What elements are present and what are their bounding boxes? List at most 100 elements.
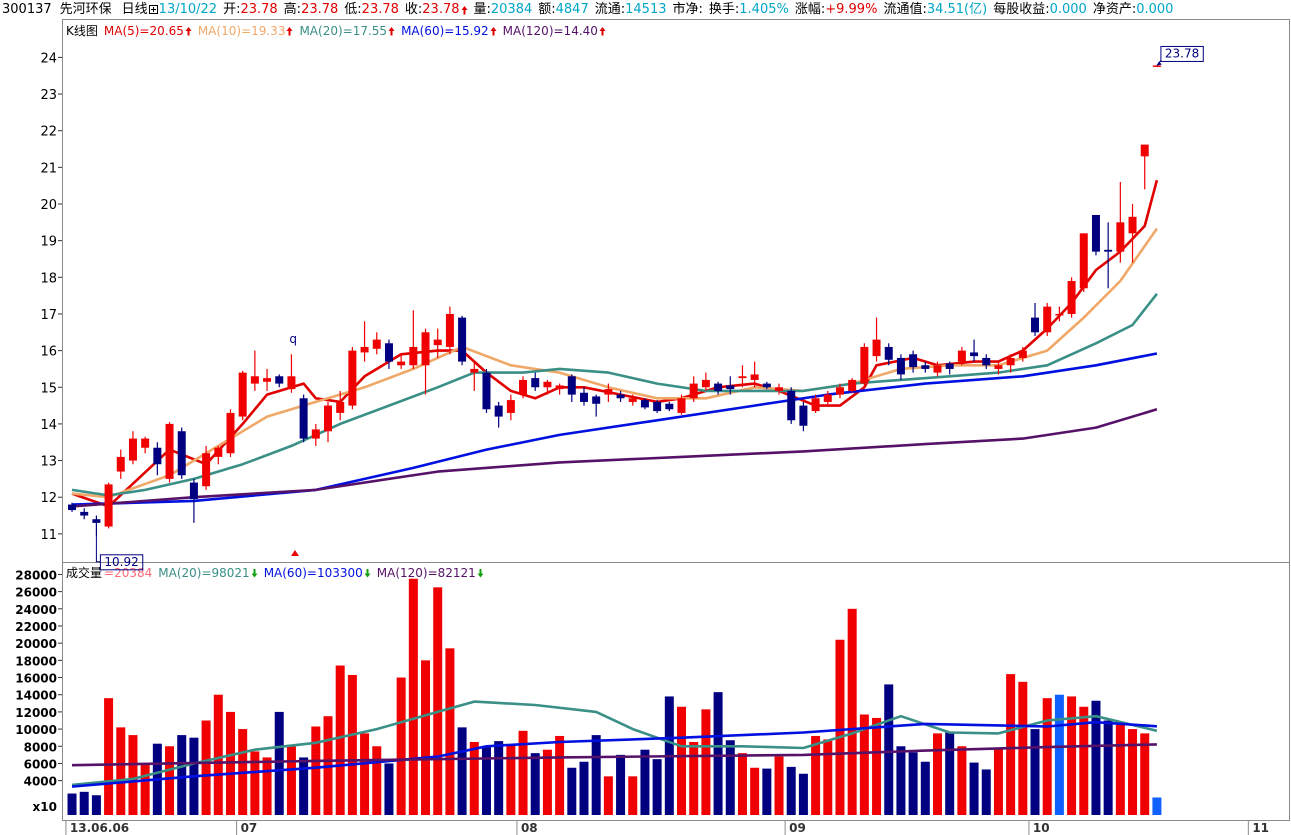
volume-bar bbox=[579, 761, 589, 815]
field-label: 市净: bbox=[672, 2, 703, 17]
y-tick-label: 10000 bbox=[15, 723, 57, 737]
period: 日线 bbox=[121, 2, 148, 17]
candle-body bbox=[1140, 144, 1149, 157]
volume-bar bbox=[262, 757, 272, 815]
volume-bar bbox=[165, 746, 175, 815]
candle-body bbox=[384, 343, 393, 362]
volume-bar bbox=[603, 776, 613, 815]
header-field: 涨幅: +9.99% bbox=[795, 1, 878, 19]
candle-body bbox=[835, 387, 844, 395]
volume-bar bbox=[835, 639, 845, 815]
field-value: 4847 bbox=[555, 2, 589, 17]
y-tick-label: 8000 bbox=[24, 740, 57, 754]
volume-bar bbox=[238, 729, 248, 815]
y-tick-label: 22 bbox=[40, 125, 57, 140]
volume-bar bbox=[445, 648, 455, 815]
volume-bar bbox=[945, 732, 955, 815]
ma-line bbox=[71, 408, 1158, 508]
volume-bar bbox=[664, 696, 674, 815]
volume-bar bbox=[981, 769, 991, 815]
candle-body bbox=[1006, 357, 1015, 366]
volume-bar bbox=[518, 730, 528, 815]
candle-body bbox=[640, 400, 649, 408]
volume-bar bbox=[201, 720, 211, 815]
volume-bar bbox=[811, 735, 821, 815]
legend-entry: MA(60)=103300 bbox=[264, 565, 371, 581]
volume-bar bbox=[128, 735, 138, 815]
candle-body bbox=[579, 392, 588, 402]
y-tick-label: 26000 bbox=[15, 586, 57, 600]
legend-label: MA(20)=98021 bbox=[158, 566, 250, 580]
candle-body bbox=[311, 429, 320, 439]
volume-bar bbox=[506, 744, 516, 815]
volume-bar bbox=[786, 766, 796, 815]
field-label: 净资产: bbox=[1092, 2, 1137, 17]
candle-body bbox=[445, 313, 454, 347]
volume-bar bbox=[969, 762, 979, 815]
legend-entry: MA(5)=20.65 bbox=[104, 23, 192, 39]
header-field: 低: 23.78 bbox=[344, 1, 399, 19]
volume-bar bbox=[372, 746, 382, 815]
volume-bar bbox=[1152, 797, 1162, 815]
candle-body bbox=[128, 438, 137, 461]
volume-bar bbox=[177, 735, 187, 815]
annotation: 23.78 bbox=[1156, 45, 1204, 66]
y-tick-label: 28000 bbox=[15, 568, 57, 582]
field-label: 额: bbox=[538, 2, 556, 17]
candle-body bbox=[543, 381, 552, 388]
field-value: 0.000 bbox=[1136, 2, 1174, 17]
volume-bar bbox=[104, 698, 114, 815]
x-tick-label: 13.06.06 bbox=[70, 821, 129, 835]
header-field: 收: 23.78 bbox=[405, 1, 468, 19]
volume-bar bbox=[628, 776, 638, 815]
volume-bar bbox=[457, 727, 467, 815]
volume-bar bbox=[1054, 694, 1064, 815]
volume-bar bbox=[250, 751, 260, 815]
period-icon bbox=[148, 5, 158, 14]
frame bbox=[62, 19, 1290, 821]
candle-body bbox=[848, 379, 857, 391]
stock-code: 300137 bbox=[2, 2, 52, 17]
volume-bar bbox=[762, 768, 772, 815]
volume-bar bbox=[481, 746, 491, 815]
candle-body bbox=[787, 390, 796, 421]
volume-legend: 成交量 =20384 MA(20)=98021 MA(60)=103300 MA(120… bbox=[66, 565, 490, 581]
legend-label: MA(120)=14.40 bbox=[502, 24, 598, 38]
candle-body bbox=[80, 511, 89, 516]
legend-label: MA(60)=15.92 bbox=[401, 24, 489, 38]
candle-body bbox=[701, 379, 710, 388]
candle-body bbox=[750, 374, 759, 380]
field-value: 23.78 bbox=[240, 2, 278, 17]
candle-body bbox=[714, 383, 723, 391]
annotation-box bbox=[1160, 45, 1204, 62]
candle-body bbox=[506, 400, 515, 413]
volume-bar bbox=[823, 739, 833, 815]
volume-bar bbox=[932, 733, 942, 815]
candle-body bbox=[884, 346, 893, 360]
candle-body bbox=[92, 519, 101, 523]
volume-bar bbox=[335, 665, 345, 815]
candle-body bbox=[202, 453, 211, 487]
y-tick-label: 18000 bbox=[15, 654, 57, 668]
candle-body bbox=[909, 354, 918, 368]
candle-body bbox=[1043, 306, 1052, 333]
y-tick-label: 22000 bbox=[15, 620, 57, 634]
trend-arrow bbox=[364, 569, 371, 578]
candle-body bbox=[592, 396, 601, 404]
header-field: 市净: bbox=[672, 1, 702, 19]
candle-body bbox=[189, 482, 198, 500]
x-tick-label: 11 bbox=[1252, 821, 1269, 835]
header-field: 高: 23.78 bbox=[284, 1, 339, 19]
volume-bar bbox=[360, 733, 370, 815]
y-tick-label: 20 bbox=[40, 198, 57, 213]
volume-bar bbox=[384, 763, 394, 815]
y-tick-label: 4000 bbox=[24, 775, 57, 789]
candle-body bbox=[665, 403, 674, 410]
date: 13/10/22 bbox=[158, 2, 218, 17]
volume-bar bbox=[140, 763, 150, 815]
candle-body bbox=[68, 504, 77, 511]
volume-bar bbox=[993, 748, 1003, 815]
volume-bar bbox=[908, 752, 918, 815]
field-label: 涨幅: bbox=[794, 2, 826, 17]
y-tick-label: 21 bbox=[40, 161, 57, 176]
